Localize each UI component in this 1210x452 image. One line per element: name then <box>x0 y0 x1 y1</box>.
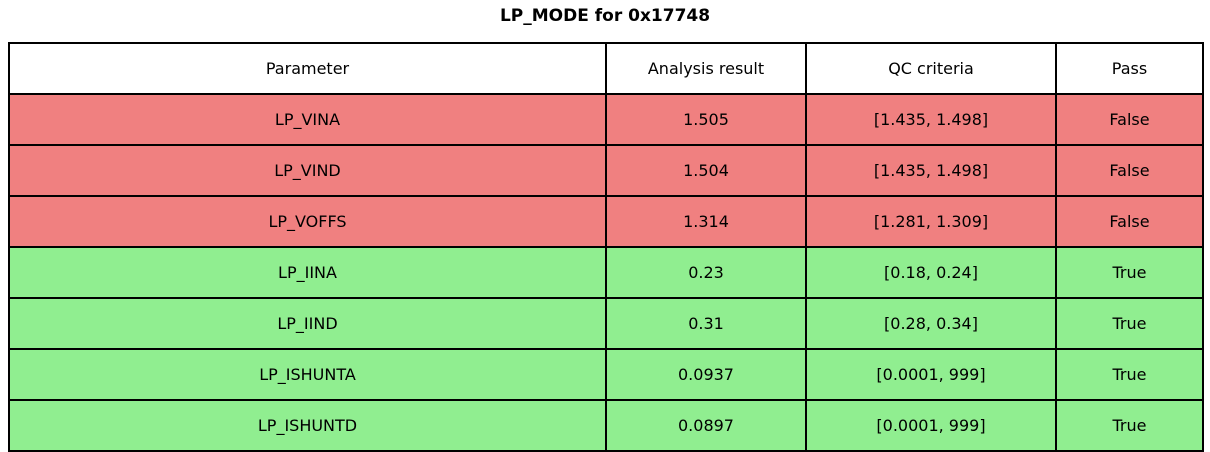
table-row: LP_IIND 0.31 [0.28, 0.34] True <box>8 297 1204 350</box>
table-row: LP_ISHUNTD 0.0897 [0.0001, 999] True <box>8 399 1204 452</box>
cell-analysis-result: 0.31 <box>605 297 807 350</box>
column-header-qc-criteria: QC criteria <box>805 42 1057 95</box>
cell-analysis-result: 0.0897 <box>605 399 807 452</box>
cell-parameter: LP_VIND <box>8 144 607 197</box>
cell-pass: False <box>1055 144 1204 197</box>
cell-parameter: LP_VINA <box>8 93 607 146</box>
cell-analysis-result: 0.0937 <box>605 348 807 401</box>
column-header-parameter: Parameter <box>8 42 607 95</box>
column-header-analysis-result: Analysis result <box>605 42 807 95</box>
table-header: Parameter Analysis result QC criteria Pa… <box>8 42 1204 95</box>
cell-parameter: LP_IIND <box>8 297 607 350</box>
chart-title: LP_MODE for 0x17748 <box>499 6 711 26</box>
cell-analysis-result: 1.314 <box>605 195 807 248</box>
table-row: LP_VOFFS 1.314 [1.281, 1.309] False <box>8 195 1204 248</box>
table-row: LP_VINA 1.505 [1.435, 1.498] False <box>8 93 1204 146</box>
cell-qc-criteria: [0.18, 0.24] <box>805 246 1057 299</box>
table-row: LP_ISHUNTA 0.0937 [0.0001, 999] True <box>8 348 1204 401</box>
cell-pass: True <box>1055 246 1204 299</box>
cell-pass: False <box>1055 195 1204 248</box>
cell-pass: True <box>1055 348 1204 401</box>
cell-pass: True <box>1055 399 1204 452</box>
column-header-pass: Pass <box>1055 42 1204 95</box>
header-row: Parameter Analysis result QC criteria Pa… <box>8 42 1204 95</box>
cell-qc-criteria: [1.435, 1.498] <box>805 144 1057 197</box>
cell-parameter: LP_IINA <box>8 246 607 299</box>
cell-analysis-result: 1.505 <box>605 93 807 146</box>
cell-qc-criteria: [1.281, 1.309] <box>805 195 1057 248</box>
cell-pass: True <box>1055 297 1204 350</box>
cell-parameter: LP_VOFFS <box>8 195 607 248</box>
table-body: LP_VINA 1.505 [1.435, 1.498] False LP_VIND 1.… <box>8 93 1204 452</box>
cell-qc-criteria: [0.0001, 999] <box>805 399 1057 452</box>
table-row: LP_VIND 1.504 [1.435, 1.498] False <box>8 144 1204 197</box>
cell-parameter: LP_ISHUNTD <box>8 399 607 452</box>
cell-analysis-result: 1.504 <box>605 144 807 197</box>
cell-pass: False <box>1055 93 1204 146</box>
table-row: LP_IINA 0.23 [0.18, 0.24] True <box>8 246 1204 299</box>
cell-qc-criteria: [0.0001, 999] <box>805 348 1057 401</box>
cell-qc-criteria: [1.435, 1.498] <box>805 93 1057 146</box>
cell-qc-criteria: [0.28, 0.34] <box>805 297 1057 350</box>
cell-analysis-result: 0.23 <box>605 246 807 299</box>
cell-parameter: LP_ISHUNTA <box>8 348 607 401</box>
qc-results-table: Parameter Analysis result QC criteria Pa… <box>8 42 1204 452</box>
